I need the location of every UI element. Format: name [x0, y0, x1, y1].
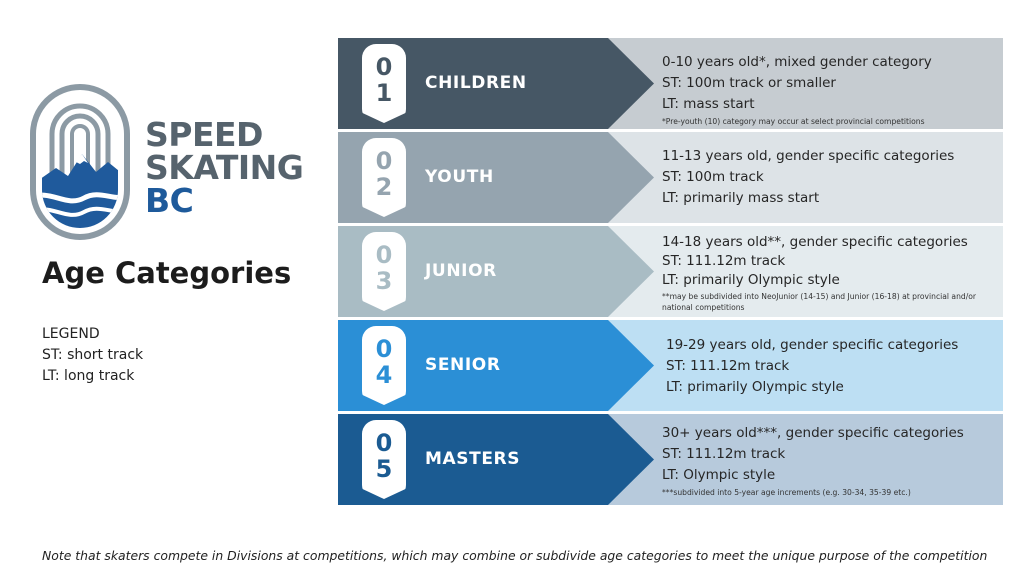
- category-note: *Pre-youth (10) category may occur at se…: [662, 117, 925, 126]
- category-lt-line: LT: primarily mass start: [662, 190, 820, 206]
- category-name: SENIOR: [425, 355, 501, 375]
- category-st-line: ST: 100m track or smaller: [662, 75, 836, 91]
- category-lt-line: LT: primarily Olympic style: [662, 272, 840, 288]
- category-number-badge: 0 5: [362, 420, 406, 499]
- category-number-badge: 0 2: [362, 138, 406, 217]
- category-band: 0 2 YOUTH: [338, 132, 654, 223]
- category-name: MASTERS: [425, 449, 521, 469]
- category-age-line: 0-10 years old*, mixed gender category: [662, 54, 932, 70]
- category-lt-line: LT: Olympic style: [662, 467, 776, 483]
- category-age-line: 30+ years old***, gender specific catego…: [662, 425, 964, 441]
- brand-wordmark: SPEED SKATING BC: [145, 115, 304, 220]
- category-st-line: ST: 111.12m track: [662, 253, 786, 269]
- category-list: 0 1 CHILDREN 0-10 years old*, mixed gend…: [338, 38, 1003, 505]
- category-number-digit-2: 5: [375, 455, 393, 483]
- category-number-badge: 0 1: [362, 44, 406, 123]
- brand-line-1: SPEED: [145, 115, 263, 154]
- category-age-line: 19-29 years old, gender specific categor…: [666, 337, 959, 353]
- category-st-line: ST: 111.12m track: [666, 358, 790, 374]
- category-name: CHILDREN: [425, 73, 527, 93]
- category-lt-line: LT: mass start: [662, 96, 755, 112]
- category-row-youth: 0 2 YOUTH 11-13 years old, gender specif…: [338, 132, 1003, 223]
- category-name: JUNIOR: [425, 261, 497, 281]
- category-row-masters: 0 5 MASTERS 30+ years old***, gender spe…: [338, 414, 1003, 505]
- category-st-line: ST: 111.12m track: [662, 446, 786, 462]
- brand-line-3: BC: [145, 181, 194, 220]
- category-details: 0-10 years old*, mixed gender category S…: [662, 52, 997, 127]
- speed-skating-bc-logo: [30, 84, 130, 240]
- category-number-badge: 0 4: [362, 326, 406, 405]
- legend-heading: LEGEND: [42, 326, 100, 342]
- category-band: 0 5 MASTERS: [338, 414, 654, 505]
- category-number-digit-2: 2: [375, 173, 393, 201]
- category-band: 0 1 CHILDREN: [338, 38, 654, 129]
- category-note: ***subdivided into 5-year age increments…: [662, 488, 911, 497]
- category-details: 14-18 years old**, gender specific categ…: [662, 233, 997, 313]
- page-title: Age Categories: [42, 256, 292, 290]
- category-name: YOUTH: [425, 167, 494, 187]
- category-number-digit-1: 0: [375, 335, 393, 363]
- category-number-digit-1: 0: [375, 147, 393, 175]
- category-number-digit-1: 0: [375, 53, 393, 81]
- category-row-junior: 0 3 JUNIOR 14-18 years old**, gender spe…: [338, 226, 1003, 317]
- category-number-digit-2: 1: [375, 79, 393, 107]
- category-row-children: 0 1 CHILDREN 0-10 years old*, mixed gend…: [338, 38, 1003, 129]
- legend: LEGEND ST: short track LT: long track: [42, 324, 143, 387]
- category-number-badge: 0 3: [362, 232, 406, 311]
- category-number-digit-1: 0: [375, 429, 393, 457]
- legend-item-st: ST: short track: [42, 347, 144, 363]
- category-st-line: ST: 100m track: [662, 169, 764, 185]
- category-number-digit-1: 0: [375, 241, 393, 269]
- category-row-senior: 0 4 SENIOR 19-29 years old, gender speci…: [338, 320, 1003, 411]
- category-number-digit-2: 4: [375, 361, 393, 389]
- category-number-digit-2: 3: [375, 267, 393, 295]
- category-details: 11-13 years old, gender specific categor…: [662, 146, 997, 209]
- legend-item-lt: LT: long track: [42, 368, 135, 384]
- category-band: 0 3 JUNIOR: [338, 226, 654, 317]
- category-age-line: 14-18 years old**, gender specific categ…: [662, 234, 968, 250]
- category-band: 0 4 SENIOR: [338, 320, 654, 411]
- category-details: 19-29 years old, gender specific categor…: [666, 335, 1001, 398]
- category-lt-line: LT: primarily Olympic style: [666, 379, 844, 395]
- category-note: **may be subdivided into NeoJunior (14-1…: [662, 292, 977, 312]
- category-details: 30+ years old***, gender specific catego…: [662, 423, 997, 498]
- footnote: Note that skaters compete in Divisions a…: [42, 548, 988, 563]
- category-age-line: 11-13 years old, gender specific categor…: [662, 148, 955, 164]
- brand-line-2: SKATING: [145, 148, 304, 187]
